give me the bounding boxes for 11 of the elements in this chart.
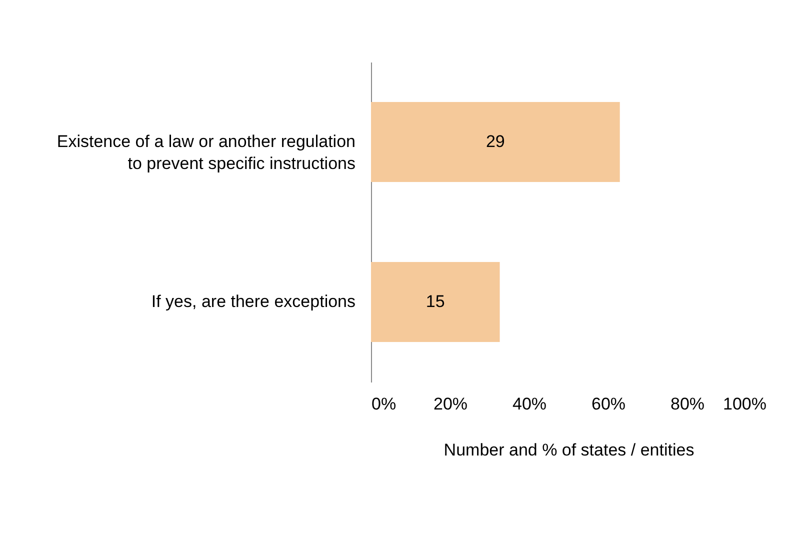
x-tick-label: 100% bbox=[723, 394, 766, 414]
x-tick-label: 80% bbox=[670, 394, 705, 414]
annotation: 29 bbox=[486, 132, 505, 151]
y-tick-label: If yes, are there exceptions bbox=[151, 292, 356, 311]
y-tick-label: Existence of a law or another regulation to prevent specific instructions bbox=[56, 132, 356, 173]
x-tick-label: 60% bbox=[591, 394, 626, 414]
x-axis-title: Number and % of states / entities bbox=[444, 440, 694, 460]
x-tick-label: 40% bbox=[512, 394, 547, 414]
annotation: 15 bbox=[426, 292, 445, 311]
x-tick-label: 20% bbox=[433, 394, 468, 414]
x-tick-label: 0% bbox=[372, 394, 396, 414]
